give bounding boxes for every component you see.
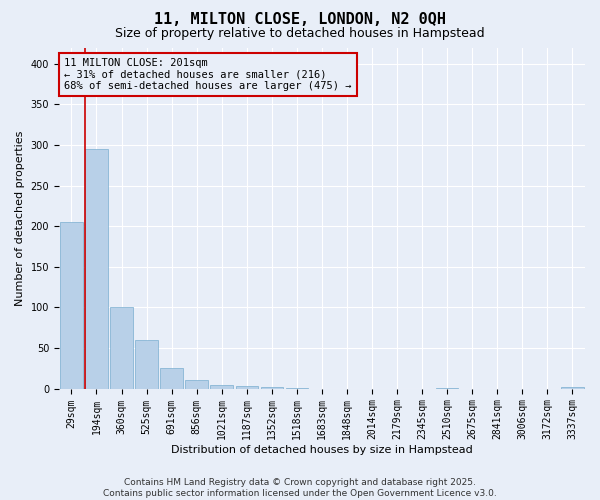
Bar	[160, 368, 183, 388]
Bar	[60, 222, 83, 388]
Bar	[260, 387, 283, 388]
X-axis label: Distribution of detached houses by size in Hampstead: Distribution of detached houses by size …	[171, 445, 473, 455]
Bar	[110, 308, 133, 388]
Text: 11 MILTON CLOSE: 201sqm
← 31% of detached houses are smaller (216)
68% of semi-d: 11 MILTON CLOSE: 201sqm ← 31% of detache…	[64, 58, 352, 91]
Bar	[211, 384, 233, 388]
Text: Contains HM Land Registry data © Crown copyright and database right 2025.
Contai: Contains HM Land Registry data © Crown c…	[103, 478, 497, 498]
Bar	[136, 340, 158, 388]
Bar	[85, 149, 108, 388]
Bar	[561, 387, 584, 388]
Bar	[236, 386, 258, 388]
Y-axis label: Number of detached properties: Number of detached properties	[15, 130, 25, 306]
Bar	[185, 380, 208, 388]
Text: Size of property relative to detached houses in Hampstead: Size of property relative to detached ho…	[115, 28, 485, 40]
Text: 11, MILTON CLOSE, LONDON, N2 0QH: 11, MILTON CLOSE, LONDON, N2 0QH	[154, 12, 446, 28]
